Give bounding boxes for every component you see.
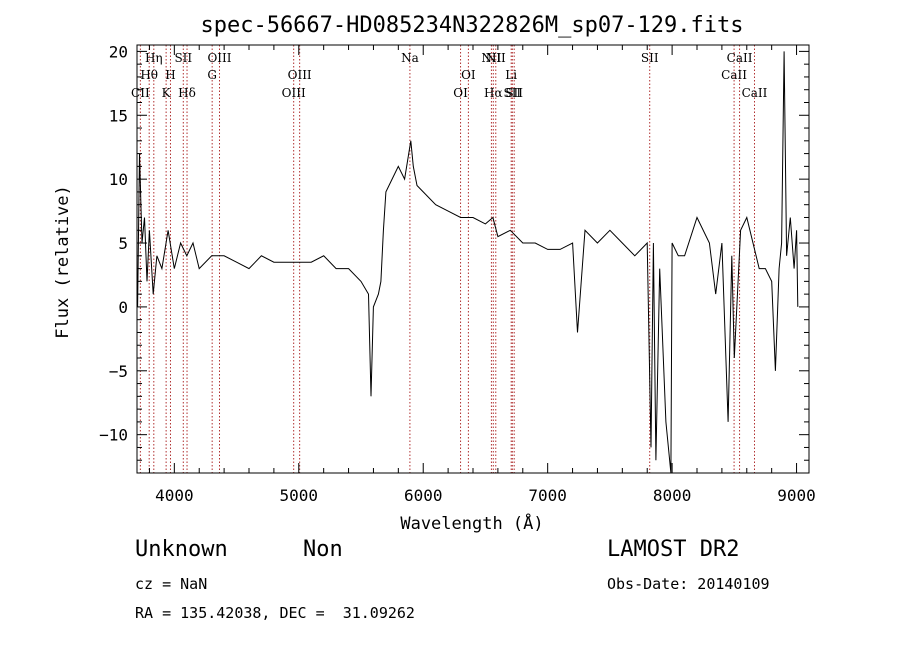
annotation-label: OIII bbox=[207, 51, 231, 65]
annotation-label: SII bbox=[641, 51, 659, 65]
series-layer bbox=[137, 51, 799, 473]
annotation-label: OIII bbox=[282, 86, 306, 100]
annotation-label: SII bbox=[503, 86, 521, 100]
annotation-label: K bbox=[162, 86, 172, 100]
annotation-label: CII bbox=[131, 86, 150, 100]
annotation-label: CaII bbox=[721, 68, 747, 82]
x-tick-label: 6000 bbox=[404, 486, 443, 505]
x-axis-label: Wavelength (Å) bbox=[400, 512, 543, 534]
object-subclass: Non bbox=[303, 537, 343, 562]
annotation-lines bbox=[139, 45, 755, 473]
annotation-label: Hη bbox=[145, 51, 163, 65]
spectrum-series-line bbox=[137, 51, 799, 473]
axes: 4000 5000 6000 7000 8000 9000 −10 −5 0 5 10 15 20 bbox=[99, 42, 816, 505]
x-tick-label: 9000 bbox=[777, 486, 816, 505]
annotation-label: OI bbox=[453, 86, 468, 100]
annotation-label: CaII bbox=[742, 86, 768, 100]
annotation-label: NII bbox=[481, 51, 501, 65]
annotation-labels: CII Hθ Hη KH SII Hδ G OIII OIII OIII Na OI OI NII Hα NI… bbox=[131, 51, 768, 100]
plot-frame bbox=[136, 44, 810, 474]
redshift-text: cz = NaN bbox=[135, 575, 208, 593]
chart-title: spec-56667-HD085234N322826M_sp07-129.fit… bbox=[200, 13, 743, 38]
annotation-label: SII bbox=[505, 86, 523, 100]
annotation-label: H bbox=[165, 68, 175, 82]
annotation-label: Hδ bbox=[178, 86, 196, 100]
annotation-label: CaII bbox=[727, 51, 753, 65]
y-tick-label: 15 bbox=[109, 106, 128, 125]
x-tick-label: 5000 bbox=[280, 486, 319, 505]
x-tick-label: 8000 bbox=[653, 486, 692, 505]
y-tick-label: 10 bbox=[109, 170, 128, 189]
annotation-label: Hθ bbox=[140, 68, 158, 82]
coordinates-text: RA = 135.42038, DEC = 31.09262 bbox=[135, 604, 415, 622]
annotation-label: Li bbox=[505, 68, 517, 82]
annotation-label: OIII bbox=[288, 68, 312, 82]
y-tick-label: 20 bbox=[109, 42, 128, 61]
survey-name: LAMOST DR2 bbox=[607, 537, 740, 562]
obs-date: Obs-Date: 20140109 bbox=[607, 575, 770, 593]
annotation-label: Na bbox=[401, 51, 419, 65]
object-class: Unknown bbox=[135, 537, 228, 562]
y-axis-label: Flux (relative) bbox=[53, 185, 73, 339]
y-tick-label: 0 bbox=[118, 298, 128, 317]
annotation-label: G bbox=[207, 68, 217, 82]
annotation-label: SII bbox=[174, 51, 192, 65]
annotation-label: OI bbox=[461, 68, 476, 82]
y-tick-label: −5 bbox=[109, 362, 128, 381]
x-tick-label: 7000 bbox=[528, 486, 567, 505]
annotation-label: Hα bbox=[484, 86, 503, 100]
annotation-label: NII bbox=[486, 51, 506, 65]
x-tick-label: 4000 bbox=[155, 486, 194, 505]
y-tick-label: −10 bbox=[99, 426, 128, 445]
y-tick-label: 5 bbox=[118, 234, 128, 253]
